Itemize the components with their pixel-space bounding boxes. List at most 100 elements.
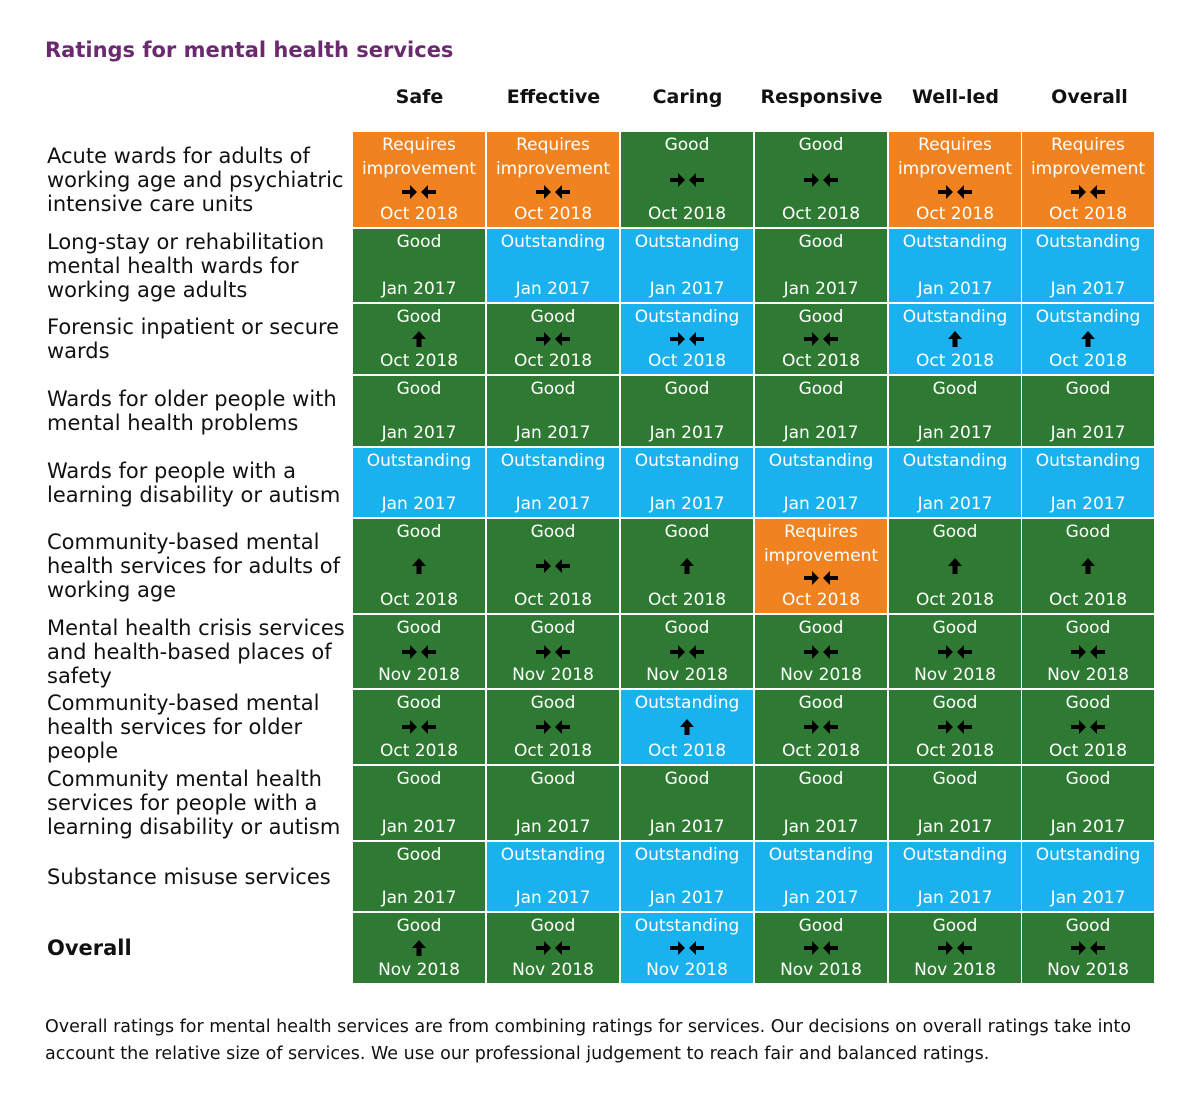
row-label: Mental health crisis services and health…	[47, 615, 345, 688]
arrow-up-icon	[679, 717, 695, 737]
rating-cell-safe: Good Oct 2018	[353, 304, 485, 374]
rating-date: Oct 2018	[915, 351, 995, 371]
rating-text: Good	[798, 916, 844, 936]
rating-cell-safe: Good Jan 2017	[353, 376, 485, 446]
rating-date: Jan 2017	[917, 817, 993, 837]
rating-date: Oct 2018	[513, 351, 593, 371]
rating-cell-effective: Good Oct 2018	[487, 519, 619, 613]
rating-cell-overall: Outstanding Jan 2017	[1022, 229, 1154, 302]
rating-text: Good	[530, 916, 576, 936]
row-label: Long-stay or rehabilitation mental healt…	[47, 229, 325, 302]
rating-date: Jan 2017	[917, 888, 993, 908]
row-label: Community-based mental health services f…	[47, 530, 340, 602]
arrows-same-icon	[803, 329, 839, 349]
rating-date: Oct 2018	[1048, 590, 1128, 610]
rating-text: Good	[396, 522, 442, 542]
rating-text: Good	[798, 379, 844, 399]
rating-cell-responsive: Requires improvement Oct 2018	[755, 519, 887, 613]
rating-cell-safe: Outstanding Jan 2017	[353, 448, 485, 517]
rating-date: Oct 2018	[647, 741, 727, 761]
column-header-well-led: Well-led	[911, 86, 1000, 108]
rating-cell-responsive: Good Jan 2017	[755, 376, 887, 446]
rating-date: Jan 2017	[783, 817, 859, 837]
rating-cell-effective: Outstanding Jan 2017	[487, 229, 619, 302]
rating-date: Jan 2017	[783, 888, 859, 908]
rating-text: Good	[530, 769, 576, 789]
rating-text: Good	[530, 379, 576, 399]
arrows-same-icon	[803, 642, 839, 662]
arrows-same-icon	[535, 182, 571, 202]
rating-cell-effective: Outstanding Jan 2017	[487, 842, 619, 911]
rating-text: Good	[798, 693, 844, 713]
rating-cell-caring: Good Oct 2018	[621, 132, 753, 227]
rating-cell-caring: Outstanding Jan 2017	[621, 229, 753, 302]
rating-text: Good	[530, 693, 576, 713]
rating-date: Oct 2018	[647, 590, 727, 610]
rating-text: Good	[1065, 769, 1111, 789]
rating-date: Oct 2018	[647, 351, 727, 371]
rating-text: Good	[798, 307, 844, 327]
rating-text: Outstanding	[500, 451, 606, 471]
rating-date: Nov 2018	[914, 960, 996, 980]
rating-cell-safe: Requires improvement Oct 2018	[353, 132, 485, 227]
rating-date: Oct 2018	[379, 590, 459, 610]
rating-text: Outstanding	[634, 693, 740, 713]
arrows-same-icon	[535, 717, 571, 737]
rating-cell-caring: Outstanding Oct 2018	[621, 304, 753, 374]
rating-date: Oct 2018	[647, 204, 727, 224]
arrows-same-icon	[401, 717, 437, 737]
rating-date: Jan 2017	[649, 817, 725, 837]
rating-date: Oct 2018	[1048, 351, 1128, 371]
rating-cell-responsive: Good Nov 2018	[755, 615, 887, 688]
rating-cell-effective: Good Jan 2017	[487, 376, 619, 446]
rating-cell-responsive: Good Nov 2018	[755, 913, 887, 983]
rating-text: Outstanding	[902, 232, 1008, 252]
rating-text: Good	[798, 618, 844, 638]
rating-cell-well-led: Requires improvement Oct 2018	[889, 132, 1021, 227]
rating-text: Good	[396, 916, 442, 936]
rating-text: Outstanding	[1035, 845, 1141, 865]
rating-date: Nov 2018	[1047, 665, 1129, 685]
rating-date: Jan 2017	[1050, 423, 1126, 443]
rating-cell-caring: Outstanding Jan 2017	[621, 448, 753, 517]
rating-cell-overall: Good Jan 2017	[1022, 766, 1154, 840]
rating-text: Outstanding	[500, 845, 606, 865]
rating-date: Nov 2018	[780, 665, 862, 685]
rating-date: Oct 2018	[513, 590, 593, 610]
rating-cell-well-led: Good Oct 2018	[889, 690, 1021, 764]
rating-date: Nov 2018	[914, 665, 996, 685]
rating-text: Requires improvement	[897, 135, 1013, 179]
rating-text: Good	[664, 618, 710, 638]
rating-date: Jan 2017	[381, 423, 457, 443]
arrows-same-icon	[669, 170, 705, 190]
rating-date: Oct 2018	[379, 204, 459, 224]
rating-cell-responsive: Good Oct 2018	[755, 132, 887, 227]
rating-date: Jan 2017	[783, 494, 859, 514]
rating-cell-well-led: Good Nov 2018	[889, 615, 1021, 688]
rating-cell-safe: Good Oct 2018	[353, 690, 485, 764]
rating-cell-well-led: Good Jan 2017	[889, 766, 1021, 840]
rating-cell-effective: Good Oct 2018	[487, 304, 619, 374]
rating-text: Outstanding	[768, 451, 874, 471]
rating-text: Outstanding	[634, 845, 740, 865]
arrows-same-icon	[669, 938, 705, 958]
column-headers: Safe Effective Caring Responsive Well-le…	[353, 86, 1153, 116]
rating-text: Good	[932, 769, 978, 789]
rating-text: Outstanding	[634, 232, 740, 252]
row-label: Acute wards for adults of working age an…	[47, 143, 344, 216]
arrows-same-icon	[1070, 642, 1106, 662]
rating-cell-overall: Good Jan 2017	[1022, 376, 1154, 446]
rating-date: Jan 2017	[917, 494, 993, 514]
rating-cell-well-led: Outstanding Jan 2017	[889, 448, 1021, 517]
rating-cell-well-led: Good Jan 2017	[889, 376, 1021, 446]
rating-text: Outstanding	[902, 845, 1008, 865]
rating-text: Requires improvement	[763, 522, 879, 566]
rating-date: Jan 2017	[1050, 888, 1126, 908]
rating-text: Requires improvement	[361, 135, 477, 179]
rating-cell-caring: Outstanding Oct 2018	[621, 690, 753, 764]
rating-date: Jan 2017	[381, 494, 457, 514]
arrows-same-icon	[535, 556, 571, 576]
rating-text: Good	[664, 522, 710, 542]
rating-cell-caring: Good Nov 2018	[621, 615, 753, 688]
rating-cell-overall: Good Nov 2018	[1022, 913, 1154, 983]
